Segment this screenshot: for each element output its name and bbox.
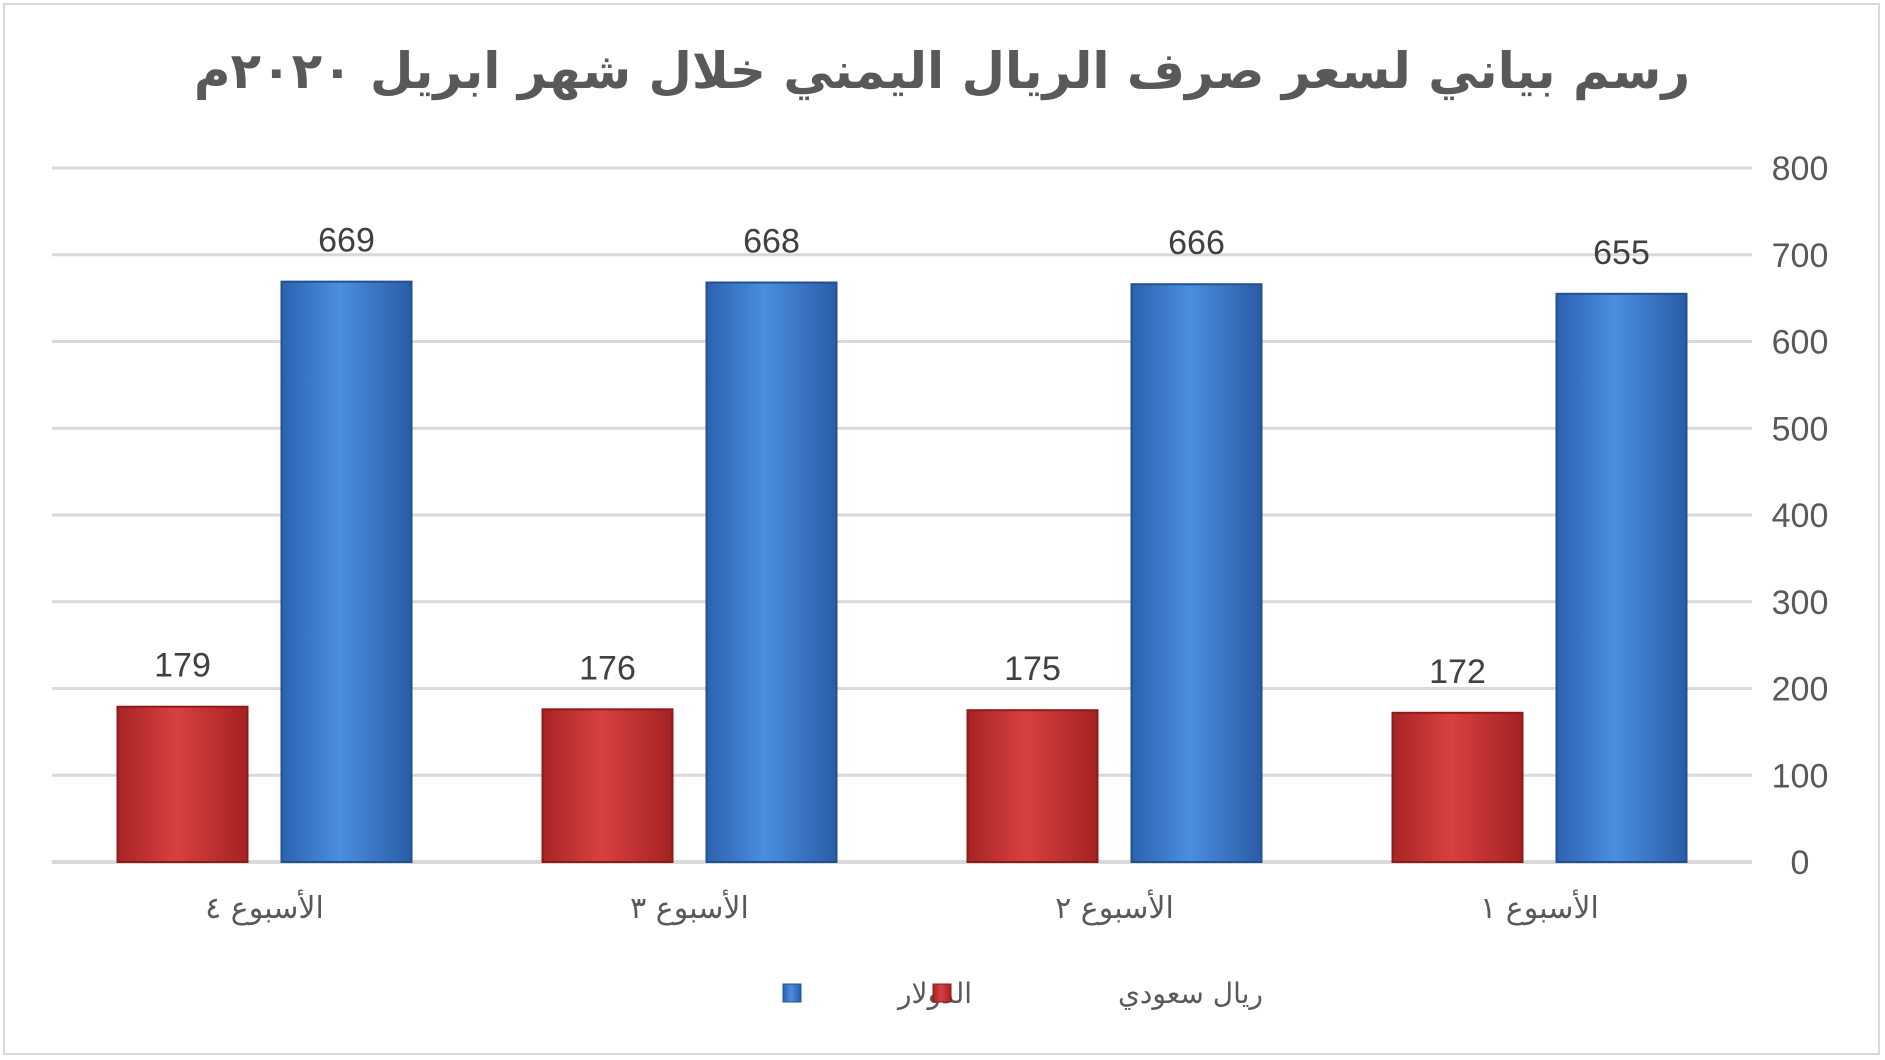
- x-axis: الأسبوع ١ الأسبوع ٢ الأسبوع ٣ الأسبوع ٤: [205, 888, 1599, 926]
- bar-usd: [1555, 292, 1688, 864]
- data-label: 179: [154, 647, 211, 685]
- bar-sar: [1391, 711, 1524, 863]
- y-axis: 0 100 200 300 400 500 600 700 800: [1772, 150, 1829, 882]
- x-category-label: الأسبوع ١: [1480, 888, 1599, 926]
- legend-marker: [782, 983, 802, 1003]
- y-tick-label: 300: [1772, 584, 1829, 622]
- legend-label: ريال سعودي: [1118, 977, 1263, 1010]
- y-tick-label: 200: [1772, 671, 1829, 709]
- x-category-label: الأسبوع ٢: [1055, 888, 1174, 926]
- legend: الدولارريال سعودي: [782, 977, 1263, 1010]
- chart-title: رسم بياني لسعر صرف الريال اليمني خلال شه…: [194, 42, 1690, 101]
- bar-usd: [705, 281, 838, 863]
- y-tick-label: 0: [1791, 844, 1810, 882]
- data-label: 666: [1168, 224, 1225, 262]
- y-tick-label: 500: [1772, 410, 1829, 448]
- bar-usd: [280, 280, 413, 863]
- y-tick-label: 700: [1772, 237, 1829, 275]
- data-label: 655: [1593, 234, 1650, 272]
- y-tick-label: 400: [1772, 497, 1829, 535]
- legend-marker: [932, 983, 952, 1003]
- data-label: 669: [318, 222, 375, 260]
- bar-sar: [116, 705, 249, 864]
- bar-sar: [541, 708, 674, 863]
- data-labels: 655 172 666 175 668 176 669 179: [154, 222, 1650, 691]
- y-tick-label: 800: [1772, 150, 1829, 188]
- data-label: 176: [579, 649, 636, 687]
- data-label: 175: [1004, 650, 1061, 688]
- data-label: 668: [743, 223, 800, 261]
- bar-sar: [966, 709, 1099, 863]
- x-category-label: الأسبوع ٣: [630, 888, 749, 926]
- data-label: 172: [1429, 653, 1486, 691]
- x-category-label: الأسبوع ٤: [205, 888, 324, 926]
- y-tick-label: 100: [1772, 757, 1829, 795]
- bar-usd: [1130, 283, 1263, 863]
- y-tick-label: 600: [1772, 324, 1829, 362]
- bars: [116, 280, 1688, 864]
